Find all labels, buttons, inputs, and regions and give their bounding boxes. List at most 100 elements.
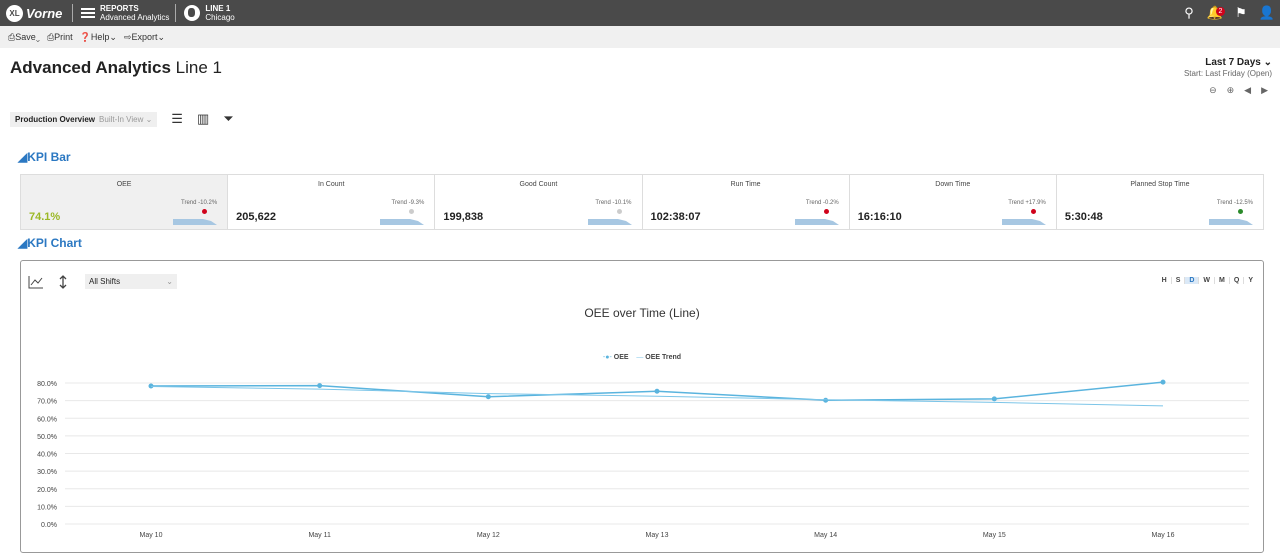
line-name: LINE 1 [205,4,231,13]
logo-text: Vorne [26,5,63,21]
x-tick-label: May 10 [140,532,163,539]
date-range-start: Start: Last Friday (Open) [1183,69,1272,78]
kpi-status-dot [616,209,622,214]
view-type: Built-In View ⌄ [99,114,153,124]
table-view-icon[interactable]: ☰ [171,111,183,126]
notification-badge: 2 [1216,7,1225,16]
chart-title: OEE over Time (Line) [584,306,700,320]
kpi-trend: Trend -0.2% [805,200,839,206]
chart-legend: -●- OEE — OEE Trend [21,354,1263,361]
oee-line-chart: 80.0% 70.0% 60.0% 50.0% 40.0% 30.0% 20.0% 10.0%… [37,379,1249,539]
y-tick-label: 40.0% [37,452,57,459]
app-logo[interactable]: XL Vorne [6,4,66,22]
page-title: Advanced Analytics Line 1 [10,58,222,78]
help-button[interactable]: ❓Help⌄ [79,31,117,42]
kpi-tile-oee[interactable]: OEE 74.1% Trend -10.2% [21,175,229,229]
legend-oee[interactable]: -●- OEE [602,354,629,361]
period-w[interactable]: W [1199,277,1216,284]
filter-icon[interactable]: ⏷ [223,111,234,126]
y-tick-label: 0.0% [41,522,57,529]
view-name: Production Overview [15,114,96,124]
kpi-sparkline [587,219,632,225]
kpi-sparkline [1209,219,1254,225]
search-icon[interactable]: ⚲ [1184,5,1194,20]
oee-data-point [148,383,154,389]
kpi-trend: Trend -10.1% [595,200,632,206]
zoom-out-icon[interactable]: ⊖ [1209,85,1217,95]
range-nav: ⊖ ⊕ ◀ ▶ [1209,85,1268,96]
kpi-sparkline [794,219,839,225]
period-s[interactable]: S [1172,277,1186,284]
reports-label: REPORTS [100,4,139,13]
oee-data-point [823,397,829,403]
kpi-chart-heading[interactable]: ◢KPI Chart [18,236,82,250]
kpi-value: 74.1% [29,211,61,223]
kpi-name: Planned Stop Time [1130,181,1190,188]
print-button[interactable]: ⎙Print [46,31,73,42]
save-button[interactable]: ⎙Save⌄ [8,31,40,42]
shift-selector[interactable]: All Shifts ⌄ [85,274,177,289]
kpi-sparkline [380,219,425,225]
toolbar: ⎙Save⌄ ⎙Print ❓Help⌄ ⇨Export⌄ [0,26,1280,48]
x-tick-label: May 14 [814,532,837,539]
reports-page: Advanced Analytics [100,13,170,22]
zoom-in-icon[interactable]: ⊕ [1226,85,1235,95]
kpi-value: 205,622 [236,211,276,223]
kpi-value: 5:30:48 [1064,211,1103,223]
line-selector[interactable]: LINE 1 Chicago [205,4,234,22]
export-button[interactable]: ⇨Export⌄ [123,31,166,42]
kpi-tile-planned-stop-time[interactable]: Planned Stop Time 5:30:48 Trend -12.5% [1056,175,1264,229]
kpi-status-dot [1030,209,1036,214]
kpi-name: Good Count [519,181,558,188]
period-d[interactable]: D [1185,277,1200,284]
period-h[interactable]: H [1158,277,1172,284]
view-selector[interactable]: Production Overview Built-In View ⌄ [10,111,158,127]
legend-oee-trend[interactable]: — OEE Trend [636,354,682,361]
previous-icon[interactable]: ◀ [1244,85,1252,95]
kpi-status-dot [1238,209,1244,214]
kpi-bar-heading[interactable]: ◢KPI Bar [18,150,71,164]
kpi-tile-good-count[interactable]: Good Count 199,838 Trend -10.1% [435,175,643,229]
reports-breadcrumb[interactable]: REPORTS Advanced Analytics [100,4,169,22]
kpi-sparkline [173,219,218,225]
y-tick-label: 60.0% [37,416,57,423]
oee-data-point [991,396,997,402]
y-tick-label: 50.0% [37,434,57,441]
kpi-trend: Trend -9.3% [391,200,425,206]
next-icon[interactable]: ▶ [1261,85,1268,95]
vertical-scale-icon[interactable] [58,274,68,289]
y-tick-label: 80.0% [37,381,57,388]
kpi-name: In Count [318,181,345,188]
flag-icon[interactable]: ⚑ [1235,5,1247,20]
kpi-name: OEE [116,181,132,188]
kpi-value: 102:38:07 [650,211,701,223]
user-icon[interactable]: 👤 [1258,5,1276,20]
bell-icon[interactable]: 🔔 2 [1206,5,1225,20]
date-range-label[interactable]: Last 7 Days ⌄ [1205,57,1272,68]
kpi-trend: Trend +17.9% [1008,200,1046,206]
period-y[interactable]: Y [1248,277,1253,284]
date-range[interactable]: Last 7 Days ⌄ Start: Last Friday (Open) [1184,57,1272,78]
kpi-name: Run Time [730,181,761,188]
y-tick-label: 20.0% [37,487,57,494]
columns-view-icon[interactable]: ▥ [196,111,210,126]
kpi-tile-run-time[interactable]: Run Time 102:38:07 Trend -0.2% [642,175,850,229]
menu-icon[interactable] [81,6,95,20]
kpi-value: 199,838 [443,211,484,223]
kpi-bar: OEE 74.1% Trend -10.2% In Count 205,622 Trend… [20,174,1264,230]
divider [72,4,73,22]
x-tick-label: May 13 [646,532,669,539]
kpi-status-dot [823,209,829,214]
period-m[interactable]: M [1215,277,1230,284]
x-tick-label: May 15 [983,532,1006,539]
period-q[interactable]: Q [1230,277,1245,284]
kpi-tile-down-time[interactable]: Down Time 16:16:10 Trend +17.9% [849,175,1057,229]
globe-icon[interactable] [184,5,201,21]
kpi-tile-in-count[interactable]: In Count 205,622 Trend -9.3% [228,175,436,229]
y-tick-label: 10.0% [37,504,57,511]
line-chart-icon[interactable] [28,275,44,289]
kpi-trend: Trend -12.5% [1216,200,1254,206]
oee-data-point [1160,379,1166,385]
